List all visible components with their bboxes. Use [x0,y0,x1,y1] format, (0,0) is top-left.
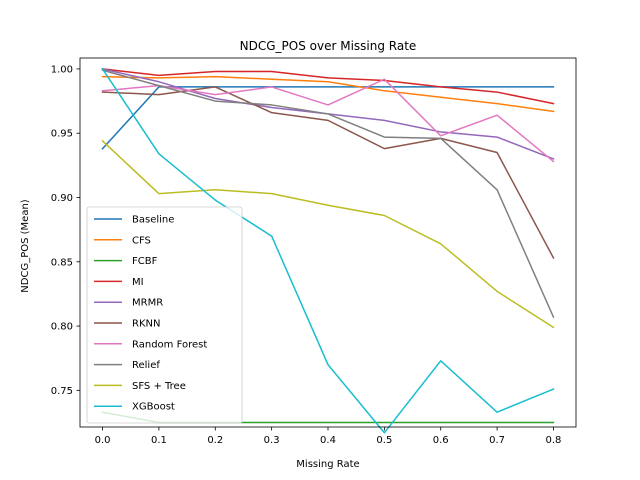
y-axis-label: NDCG_POS (Mean) [20,199,31,292]
x-tick-label: 0.2 [207,435,223,446]
legend-label-rknn: RKNN [132,319,160,330]
y-tick-label: 0.85 [51,257,73,268]
y-tick-label: 0.75 [51,386,73,397]
y-tick-label: 0.90 [51,193,73,204]
series-line-cfs [101,75,555,113]
x-tick-label: 0.1 [151,435,167,446]
x-tick-label: 0.5 [376,435,392,446]
series-line-mi [101,68,555,105]
legend-label-mi: MI [132,277,144,288]
y-tick-label: 0.80 [51,322,73,333]
series-line-sfs-tree [101,139,555,329]
legend-label-fcbf: FCBF [132,256,158,267]
legend-label-random-forest: Random Forest [132,339,207,350]
y-tick-label: 1.00 [51,64,73,75]
chart-title: NDCG_POS over Missing Rate [240,39,417,53]
legend-label-relief: Relief [132,360,160,371]
series-line-rknn [101,86,555,259]
legend-label-cfs: CFS [132,235,151,246]
x-axis-label: Missing Rate [296,459,359,470]
legend-label-baseline: Baseline [132,215,174,226]
x-tick-label: 0.0 [95,435,111,446]
plot-area: 0.0 0.1 0.2 0.3 0.4 0.5 0.6 0.7 0.8 0.75 0.80 0.85 0… [51,57,577,446]
series-line-xgboost [101,67,555,434]
series-line-random-forest [101,78,555,163]
y-tick-label: 0.95 [51,129,73,140]
x-tick-label: 0.4 [320,435,336,446]
legend-box [86,206,243,424]
legend-label-sfs-tree: SFS + Tree [132,381,186,392]
legend-label-xgboost: XGBoost [132,402,175,413]
series-line-relief [101,69,555,319]
x-tick-label: 0.7 [489,435,505,446]
legend-label-mrmr: MRMR [132,298,163,309]
x-tick-label: 0.6 [433,435,449,446]
x-tick-label: 0.8 [546,435,562,446]
x-tick-label: 0.3 [264,435,280,446]
